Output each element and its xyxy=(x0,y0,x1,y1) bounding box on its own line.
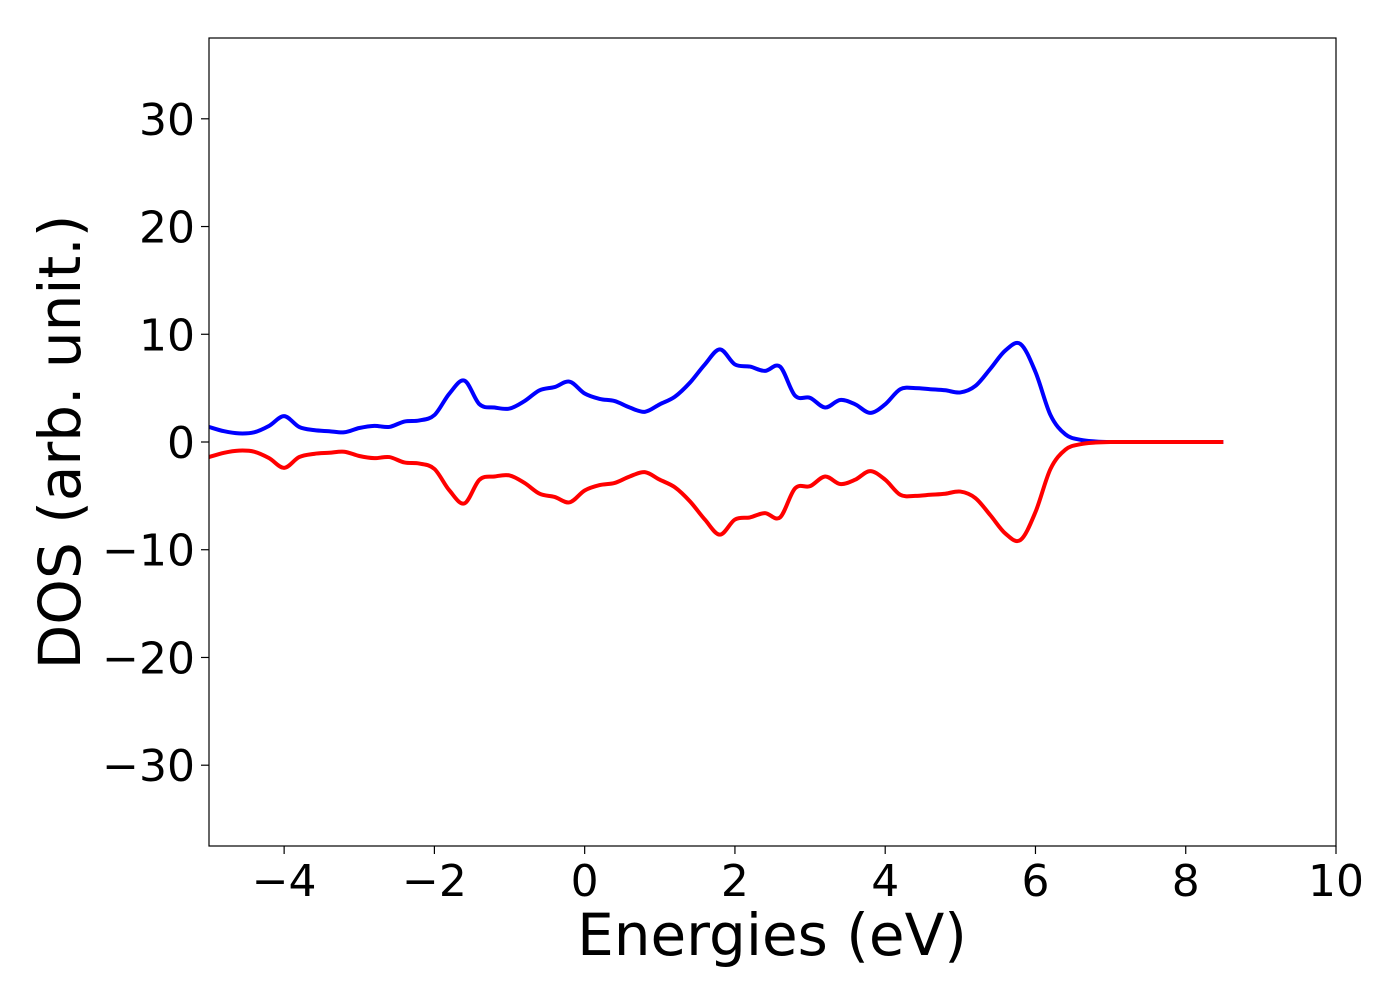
x-tick-label: 0 xyxy=(571,856,599,907)
x-tick-label: 10 xyxy=(1308,856,1364,907)
x-tick-label: 2 xyxy=(721,856,749,907)
x-tick-label: 6 xyxy=(1021,856,1049,907)
y-tick-label: 30 xyxy=(139,95,195,146)
y-tick-label: 20 xyxy=(139,203,195,254)
y-axis-label: DOS (arb. unit.) xyxy=(26,215,94,670)
x-axis-ticks: −4 −2 0 2 4 6 8 10 xyxy=(252,846,1364,907)
x-tick-label: −4 xyxy=(252,856,317,907)
y-axis-ticks: −30 −20 −10 0 10 20 30 xyxy=(102,95,209,792)
x-tick-label: 4 xyxy=(871,856,899,907)
y-tick-label: −30 xyxy=(102,741,195,792)
series-line-spin-up xyxy=(209,340,1224,445)
series-line-spin-down xyxy=(209,439,1224,544)
y-tick-label: 0 xyxy=(167,418,195,469)
x-tick-label: −2 xyxy=(402,856,467,907)
y-tick-label: −20 xyxy=(102,633,195,684)
x-axis-label: Energies (eV) xyxy=(577,901,967,969)
y-tick-label: 10 xyxy=(139,310,195,361)
series-layer xyxy=(209,340,1224,544)
y-tick-label: −10 xyxy=(102,526,195,577)
x-tick-label: 8 xyxy=(1172,856,1200,907)
